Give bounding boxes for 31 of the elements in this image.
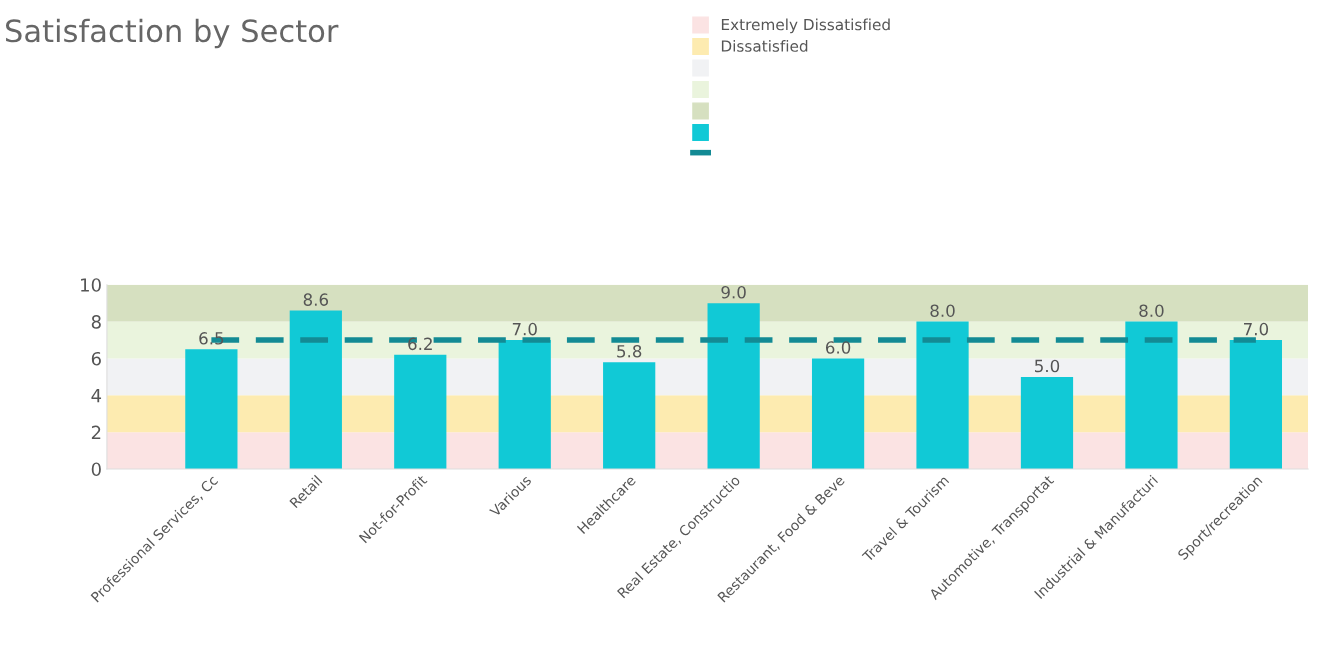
data-label: 8.0	[1139, 304, 1164, 317]
data-label: 5.8	[617, 344, 642, 358]
data-label: 5.0	[1035, 359, 1060, 373]
bar	[289, 310, 342, 469]
data-label: 6.2	[408, 337, 432, 351]
y-tick-label: 4	[91, 389, 102, 403]
bar	[185, 349, 238, 469]
bar	[498, 340, 551, 469]
data-label: 7.0	[1244, 322, 1269, 336]
y-tick-label: 10	[81, 278, 101, 292]
bar	[707, 303, 760, 469]
bar	[1020, 376, 1074, 469]
data-label: 8.0	[930, 304, 955, 317]
y-tick-label: 2	[91, 425, 101, 440]
bar	[811, 358, 865, 469]
y-tick-label: 8	[91, 315, 101, 329]
data-label: 7.0	[512, 322, 537, 336]
y-tick-label: 6	[91, 351, 101, 366]
data-label: 8.6	[303, 293, 329, 306]
legend-label: Extremely Dissatisfied	[721, 18, 890, 34]
legend-label: Dissatisfied	[721, 39, 808, 52]
data-label: 6.5	[199, 332, 224, 345]
bar	[1125, 321, 1178, 469]
bar	[916, 321, 969, 469]
data-label: 6.0	[826, 341, 851, 354]
y-tick-label: 0	[91, 462, 101, 477]
chart-title: Satisfaction by Sector	[5, 18, 339, 49]
bar	[394, 354, 447, 469]
bar	[1229, 340, 1283, 469]
bar	[603, 362, 656, 469]
data-label: 9.0	[721, 285, 746, 299]
